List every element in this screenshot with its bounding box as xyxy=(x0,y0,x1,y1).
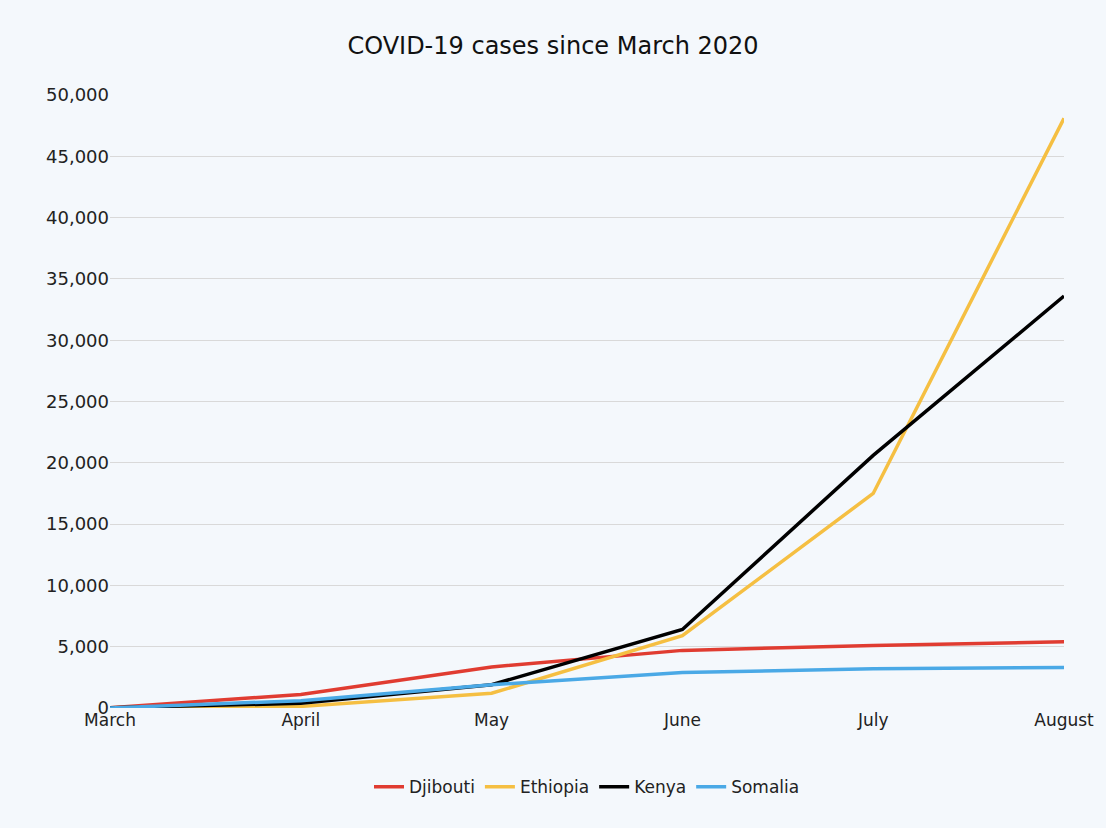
svg-text:50,000: 50,000 xyxy=(46,84,109,105)
svg-text:Kenya: Kenya xyxy=(634,777,686,797)
svg-text:COVID-19 cases since March 202: COVID-19 cases since March 2020 xyxy=(347,32,758,60)
svg-text:Ethiopia: Ethiopia xyxy=(520,777,589,797)
svg-text:August: August xyxy=(1034,710,1094,730)
svg-text:June: June xyxy=(663,710,701,730)
svg-text:15,000: 15,000 xyxy=(46,513,109,534)
svg-text:Somalia: Somalia xyxy=(731,777,799,797)
svg-text:0: 0 xyxy=(98,697,109,718)
svg-text:July: July xyxy=(857,710,889,730)
svg-text:Djibouti: Djibouti xyxy=(409,777,475,797)
svg-text:35,000: 35,000 xyxy=(46,268,109,289)
svg-text:30,000: 30,000 xyxy=(46,330,109,351)
svg-text:March: March xyxy=(84,710,136,730)
svg-text:40,000: 40,000 xyxy=(46,207,109,228)
svg-text:45,000: 45,000 xyxy=(46,146,109,167)
svg-text:25,000: 25,000 xyxy=(46,391,109,412)
svg-text:10,000: 10,000 xyxy=(46,575,109,596)
svg-text:May: May xyxy=(474,710,509,730)
svg-text:5,000: 5,000 xyxy=(57,636,109,657)
svg-text:April: April xyxy=(281,710,320,730)
svg-text:20,000: 20,000 xyxy=(46,452,109,473)
